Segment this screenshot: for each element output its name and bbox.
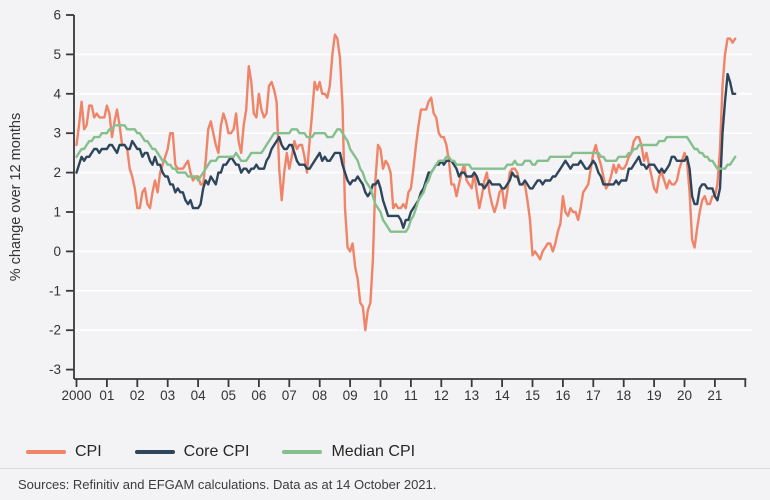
svg-text:4: 4: [53, 86, 61, 101]
legend-item-core-cpi: Core CPI: [134, 443, 250, 460]
svg-text:06: 06: [251, 388, 266, 403]
svg-text:02: 02: [130, 388, 145, 403]
svg-text:04: 04: [191, 388, 207, 403]
svg-text:-2: -2: [49, 323, 61, 338]
svg-text:5: 5: [53, 47, 61, 62]
svg-text:09: 09: [343, 388, 358, 403]
svg-text:1: 1: [53, 205, 61, 220]
svg-text:20: 20: [677, 388, 692, 403]
svg-text:21: 21: [707, 388, 722, 403]
legend-label-cpi: CPI: [75, 443, 102, 460]
svg-text:16: 16: [555, 388, 570, 403]
svg-text:-3: -3: [49, 362, 61, 377]
cpi-line-swatch-icon: [26, 450, 66, 454]
svg-text:12: 12: [434, 388, 449, 403]
svg-text:03: 03: [160, 388, 175, 403]
legend: CPI Core CPI Median CPI: [26, 441, 448, 463]
svg-text:2: 2: [53, 165, 61, 180]
svg-text:-1: -1: [49, 283, 61, 298]
source-note: Sources: Refinitiv and EFGAM calculation…: [18, 477, 437, 492]
svg-text:05: 05: [221, 388, 236, 403]
svg-text:% change over 12 months: % change over 12 months: [8, 113, 24, 281]
svg-text:2000: 2000: [61, 388, 91, 403]
svg-text:13: 13: [464, 388, 479, 403]
svg-text:6: 6: [53, 8, 61, 23]
svg-text:08: 08: [312, 388, 327, 403]
legend-item-median-cpi: Median CPI: [282, 444, 415, 460]
svg-text:18: 18: [616, 388, 631, 403]
core-cpi-line-swatch-icon: [134, 450, 175, 454]
svg-text:07: 07: [282, 388, 297, 403]
svg-text:01: 01: [99, 388, 114, 403]
svg-text:19: 19: [647, 388, 662, 403]
source-footer: Sources: Refinitiv and EFGAM calculation…: [0, 468, 770, 500]
svg-text:17: 17: [586, 388, 601, 403]
svg-text:10: 10: [373, 388, 388, 403]
svg-text:3: 3: [53, 126, 61, 141]
legend-item-cpi: CPI: [26, 444, 102, 460]
svg-text:11: 11: [404, 388, 418, 403]
legend-label-median-cpi: Median CPI: [331, 443, 416, 460]
legend-label-core-cpi: Core CPI: [183, 443, 250, 460]
svg-text:15: 15: [525, 388, 540, 403]
svg-text:0: 0: [53, 244, 61, 259]
median-cpi-line-swatch-icon: [282, 450, 323, 454]
svg-text:14: 14: [495, 388, 511, 403]
